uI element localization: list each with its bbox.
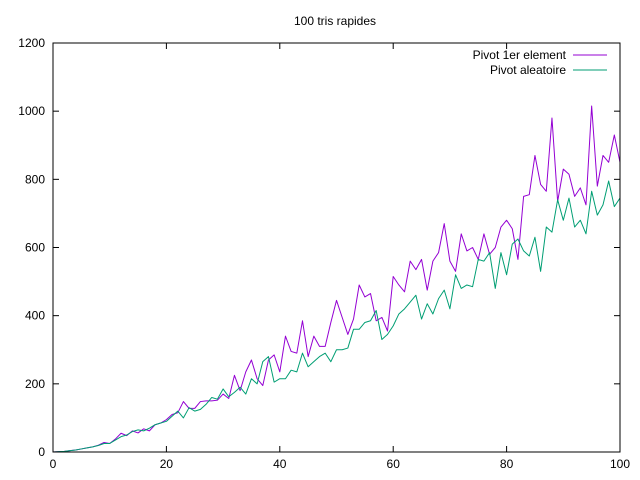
legend-label-1: Pivot 1er element (473, 48, 567, 62)
y-tick-label: 200 (25, 377, 45, 391)
y-tick-label: 600 (25, 241, 45, 255)
x-tick-label: 0 (50, 457, 57, 471)
y-axis: 0 200 400 600 800 1000 1200 (18, 36, 620, 459)
y-tick-label: 400 (25, 309, 45, 323)
x-axis: 0 20 40 60 80 100 (50, 43, 630, 471)
x-tick-label: 60 (387, 457, 401, 471)
y-tick-label: 0 (38, 445, 45, 459)
x-tick-label: 20 (160, 457, 174, 471)
series-line-1 (52, 105, 621, 453)
legend-label-2: Pivot aleatoire (490, 63, 566, 77)
y-tick-label: 1000 (18, 104, 45, 118)
chart-title: 100 tris rapides (294, 14, 376, 28)
plot-frame (52, 42, 621, 453)
y-tick-label: 1200 (18, 36, 45, 50)
series-layer (52, 105, 621, 453)
x-tick-label: 80 (500, 457, 514, 471)
x-tick-label: 100 (610, 457, 630, 471)
y-tick-label: 800 (25, 172, 45, 186)
x-tick-label: 40 (273, 457, 287, 471)
series-line-2 (52, 180, 621, 453)
